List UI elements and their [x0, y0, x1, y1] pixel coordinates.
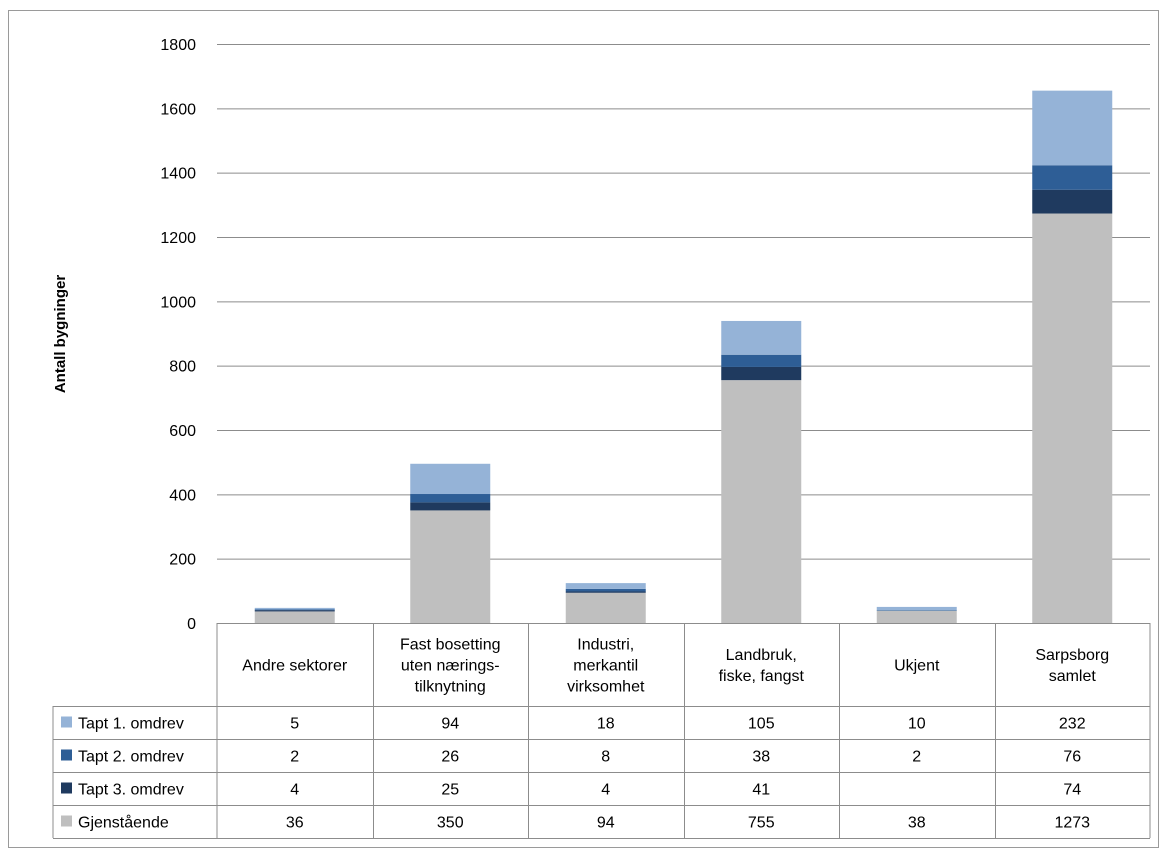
- data-label: 41: [752, 782, 770, 799]
- data-label: 36: [286, 815, 304, 832]
- data-label: 26: [441, 749, 459, 766]
- chart-frame: [8, 10, 1159, 848]
- category-label: virksomhet: [567, 679, 645, 696]
- category-label: merkantil: [573, 658, 638, 675]
- legend-label: Tapt 3. omdrev: [78, 782, 184, 799]
- y-axis-label: Antall bygninger: [52, 275, 69, 394]
- data-label: 38: [752, 749, 770, 766]
- y-axis-ticks: 0 200 400 600 800 1000 1200 1400 1600 1800: [160, 37, 196, 633]
- data-label: 10: [908, 716, 926, 733]
- bar-segment: [1032, 213, 1113, 624]
- data-label: 2: [912, 749, 921, 766]
- data-label: 4: [290, 782, 299, 799]
- category-label: fiske, fangst: [719, 668, 805, 685]
- y-tick-label: 1600: [160, 101, 196, 118]
- data-table: Andre sektorer Fast bosetting uten nærings…: [52, 623, 1151, 839]
- data-label: 755: [748, 815, 775, 832]
- bar-segment: [254, 610, 335, 612]
- data-label: 232: [1059, 716, 1086, 733]
- category-label: tilknytning: [415, 679, 486, 696]
- bar-segment: [876, 606, 957, 611]
- category-label: Sarpsborg: [1035, 647, 1109, 664]
- bar-segment: [254, 607, 335, 610]
- data-label: 350: [437, 815, 464, 832]
- y-tick-label: 200: [169, 552, 196, 569]
- category-label: Industri,: [577, 637, 634, 654]
- y-tick-label: 1200: [160, 230, 196, 247]
- y-tick-label: 1000: [160, 294, 196, 311]
- y-tick-label: 600: [169, 423, 196, 440]
- bar-segment: [721, 354, 802, 367]
- data-label: 2: [290, 749, 299, 766]
- category-label: Ukjent: [894, 658, 940, 675]
- bar-segment: [876, 610, 957, 623]
- data-label: 105: [748, 716, 775, 733]
- bar-segment: [876, 610, 957, 611]
- legend-key: [61, 782, 72, 794]
- bars: [254, 90, 1113, 624]
- data-label: 18: [597, 716, 615, 733]
- bar-segment: [410, 463, 491, 495]
- bar-segment: [565, 591, 646, 593]
- legend-key: [61, 815, 72, 827]
- data-label: 1273: [1054, 815, 1090, 832]
- category-label: samlet: [1049, 668, 1097, 685]
- category-label: Landbruk,: [726, 647, 797, 664]
- bar-segment: [410, 494, 491, 503]
- y-tick-label: 0: [187, 616, 196, 633]
- y-tick-label: 1400: [160, 166, 196, 183]
- data-label: 8: [601, 749, 610, 766]
- data-label: 5: [290, 716, 299, 733]
- category-label: Fast bosetting: [400, 637, 501, 654]
- gridlines: [217, 44, 1150, 624]
- legend-label: Tapt 2. omdrev: [78, 749, 184, 766]
- data-label: 74: [1063, 782, 1081, 799]
- category-label: uten nærings-: [401, 658, 500, 675]
- bar-segment: [254, 611, 335, 623]
- y-tick-label: 1800: [160, 37, 196, 54]
- bar-segment: [721, 366, 802, 381]
- bar-segment: [721, 320, 802, 355]
- legend-key: [61, 716, 72, 728]
- bar-segment: [565, 588, 646, 592]
- bar-segment: [254, 609, 335, 611]
- data-label: 76: [1063, 749, 1081, 766]
- data-label: 94: [441, 716, 459, 733]
- bar-segment: [1032, 189, 1113, 214]
- bar-segment: [410, 502, 491, 511]
- bar-segment: [410, 510, 491, 623]
- bar-segment: [721, 380, 802, 623]
- y-tick-label: 400: [169, 487, 196, 504]
- data-label: 25: [441, 782, 459, 799]
- y-tick-label: 800: [169, 359, 196, 376]
- legend-label: Tapt 1. omdrev: [78, 716, 184, 733]
- data-label: 38: [908, 815, 926, 832]
- legend-key: [61, 749, 72, 761]
- bar-segment: [565, 583, 646, 589]
- category-label: Andre sektorer: [242, 658, 348, 675]
- legend-label: Gjenstående: [78, 814, 169, 832]
- bar-segment: [1032, 90, 1113, 166]
- data-label: 94: [597, 815, 615, 832]
- data-label: 4: [601, 782, 610, 799]
- bar-segment: [1032, 165, 1113, 190]
- bar-segment: [565, 592, 646, 623]
